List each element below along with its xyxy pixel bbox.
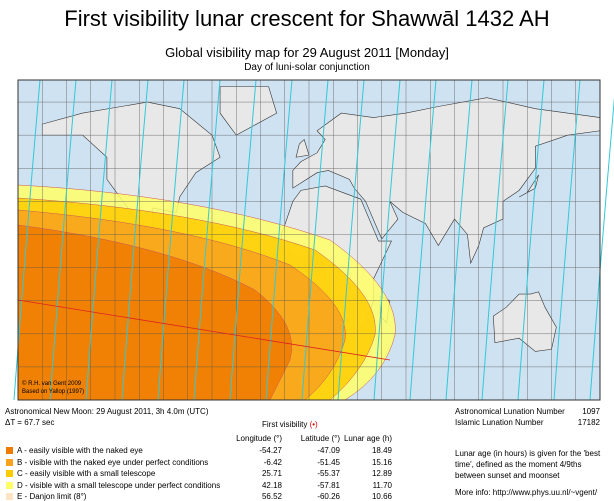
table-cell: -51.45 [317,457,340,467]
table-cell: 10.66 [371,492,392,501]
moon-age-line [85,79,113,401]
legend-swatch [6,493,13,500]
moon-age-line [337,79,365,401]
moon-age-line [409,79,437,401]
table-cell: -47.09 [317,446,340,455]
first-visibility: First visibility (•) [262,420,318,429]
column-header: Latitude (°) [300,434,340,443]
lunation-value: 17182 [577,418,600,427]
legend-label: D - visible with a small telescope under… [17,480,221,490]
table-cell: 42.18 [261,480,282,490]
legend-swatch [6,458,13,466]
legend-swatch [6,470,13,477]
table-cell: -55.37 [317,469,340,478]
legend-label: E - Danjon limit (8°) [17,492,87,501]
moon-age-line [229,79,257,401]
land [295,139,310,158]
legend-label: B - visible with the naked eye under per… [17,457,209,467]
table-cell: -60.26 [317,492,340,501]
table-cell: -6.42 [263,457,282,467]
moon-age-line [517,79,545,401]
legend-swatch [6,447,13,454]
legend-label: C - easily visible with a small telescop… [17,469,156,478]
moon-age-line [265,79,293,401]
legend-label: A - easily visible with the naked eye [17,446,143,455]
column-header: Longitude (°) [236,434,282,443]
moon-age-line [13,79,41,401]
lunar-age-note: Lunar age (in hours) is given for the 'b… [455,449,601,480]
subtitle: Global visibility map for 29 August 2011… [165,45,449,60]
moon-age-line [373,79,401,401]
table-cell: 18.49 [371,446,392,455]
visibility-zone [17,224,293,401]
moon-age-line [589,97,614,401]
dot: (•) [309,420,318,429]
moon-age-line [301,79,329,401]
table-cell: 56.52 [261,492,282,501]
more-info: More info: http://www.phys.uu.nl/~vgent/ [455,488,598,497]
credit: © R.H. van Gent 2009 [22,381,82,387]
table-cell: -54.27 [259,446,282,455]
moon-age-line [157,79,185,401]
delta-t: ΔT = 67.7 sec [5,418,55,427]
map [13,79,614,401]
moon-age-line [481,79,509,401]
moon-age-line [121,79,149,401]
border [17,79,601,401]
column-header: Lunar age (h) [343,434,392,443]
moon-age-line [553,79,581,401]
table-cell: 11.70 [372,480,392,490]
ecliptic [17,299,391,361]
lunation-value: 1097 [582,407,600,416]
credit: Based on Yallop (1997) [22,389,85,395]
table-cell: 12.89 [371,469,392,478]
moon-age-line [193,79,221,401]
heading: First visibility [262,420,308,429]
subtitle-note: Day of luni-solar conjunction [244,62,370,73]
lunation-label: Islamic Lunation Number [455,418,544,427]
new-moon: Astronomical New Moon: 29 August 2011, 3… [5,407,209,416]
land [492,291,557,352]
moon-age-line [49,79,77,401]
title: First visibility lunar crescent for Shaw… [64,6,550,31]
legend-swatch [6,481,13,489]
lunation-label: Astronomical Lunation Number [455,407,565,416]
table-cell: -57.81 [317,480,340,490]
table-cell: 25.71 [261,469,282,478]
table-cell: 15.16 [371,457,392,467]
moon-age-line [445,79,473,401]
